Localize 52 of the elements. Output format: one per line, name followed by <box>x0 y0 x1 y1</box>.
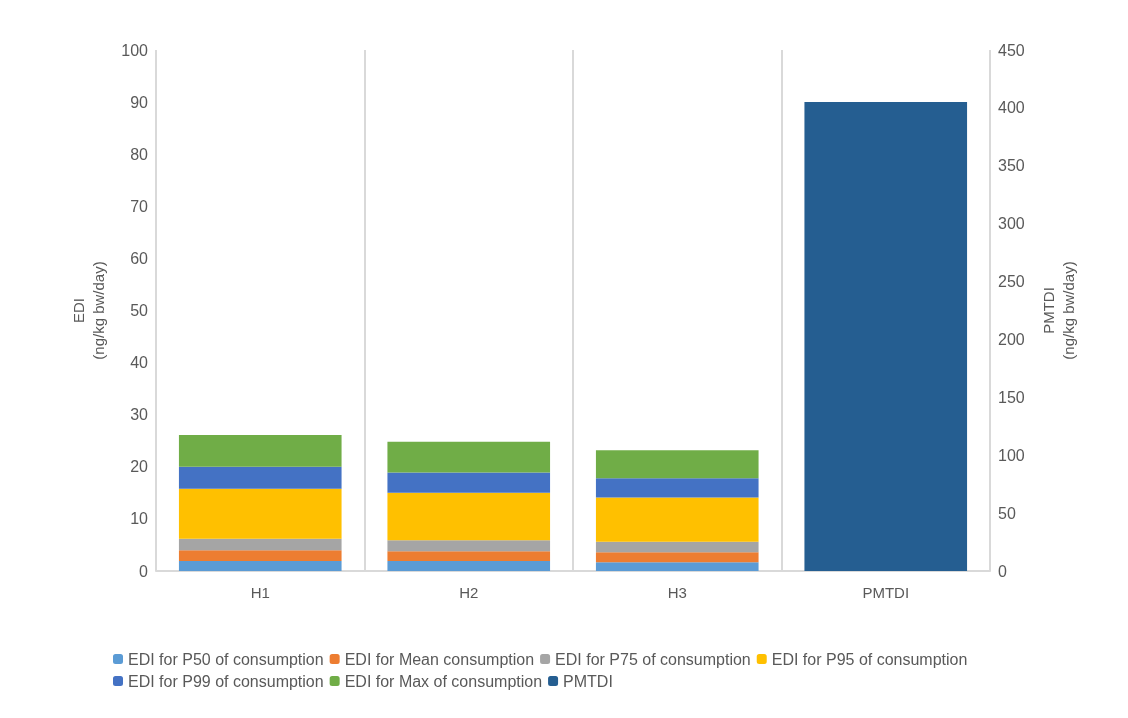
x-tick-label: PMTDI <box>862 584 910 601</box>
y-tick-label: 60 <box>130 249 149 267</box>
legend-label: EDI for Max of consumption <box>344 672 543 690</box>
bar <box>178 550 342 562</box>
bar <box>595 497 759 542</box>
y2-axis-title: PMTDI (ng/kg bw/day) <box>1039 261 1077 360</box>
bar <box>178 466 342 489</box>
y2-tick-label: 50 <box>998 504 1016 522</box>
legend-label: EDI for P50 of consumption <box>128 650 324 668</box>
legend-label: EDI for P95 of consumption <box>771 650 968 668</box>
bar <box>595 450 759 479</box>
y-tick-label: 20 <box>130 458 149 476</box>
bar <box>387 540 551 552</box>
y2-tick-label: 400 <box>998 99 1025 117</box>
y-tick-label: 50 <box>130 302 149 319</box>
y2-tick-label: 100 <box>998 446 1025 464</box>
y-tick-label: 40 <box>130 354 149 372</box>
bar <box>387 561 551 571</box>
y-tick-label: 90 <box>130 93 149 111</box>
y-tick-label: 0 <box>139 562 149 580</box>
bar <box>178 561 342 571</box>
bar <box>387 551 551 562</box>
legend-label: EDI for P75 of consumption <box>555 650 751 668</box>
bar <box>178 488 342 539</box>
x-tick-label: H2 <box>459 584 479 601</box>
y-tick-label: 10 <box>130 510 149 528</box>
y-tick-label: 100 <box>121 41 149 59</box>
y2-tick-label: 300 <box>998 215 1025 233</box>
legend-label: PMTDI <box>563 672 613 690</box>
y2-tick-label: 200 <box>998 330 1025 348</box>
bar <box>387 492 551 541</box>
bar <box>178 538 342 551</box>
y2-tick-label: 450 <box>998 41 1025 59</box>
bar <box>595 562 759 571</box>
bar <box>595 541 759 553</box>
y-tick-label: 30 <box>130 406 149 424</box>
y2-tick-label: 350 <box>998 157 1025 175</box>
bar <box>595 478 759 498</box>
legend-label: EDI for Mean consumption <box>344 650 535 668</box>
bar <box>387 472 551 493</box>
y-tick-label: 70 <box>130 197 149 215</box>
y-tick-label: 80 <box>130 145 149 163</box>
legend-label: EDI for P99 of consumption <box>128 672 324 690</box>
bar <box>387 441 551 473</box>
bar <box>595 552 759 563</box>
y2-tick-label: 150 <box>998 388 1025 406</box>
x-tick-label: H1 <box>250 584 270 601</box>
y2-tick-label: 0 <box>998 562 1007 580</box>
x-tick-label: H3 <box>667 584 687 601</box>
bar <box>178 435 342 467</box>
y-axis-title: EDI (ng/kg bw/day) <box>69 261 107 360</box>
y2-tick-label: 250 <box>998 273 1025 291</box>
